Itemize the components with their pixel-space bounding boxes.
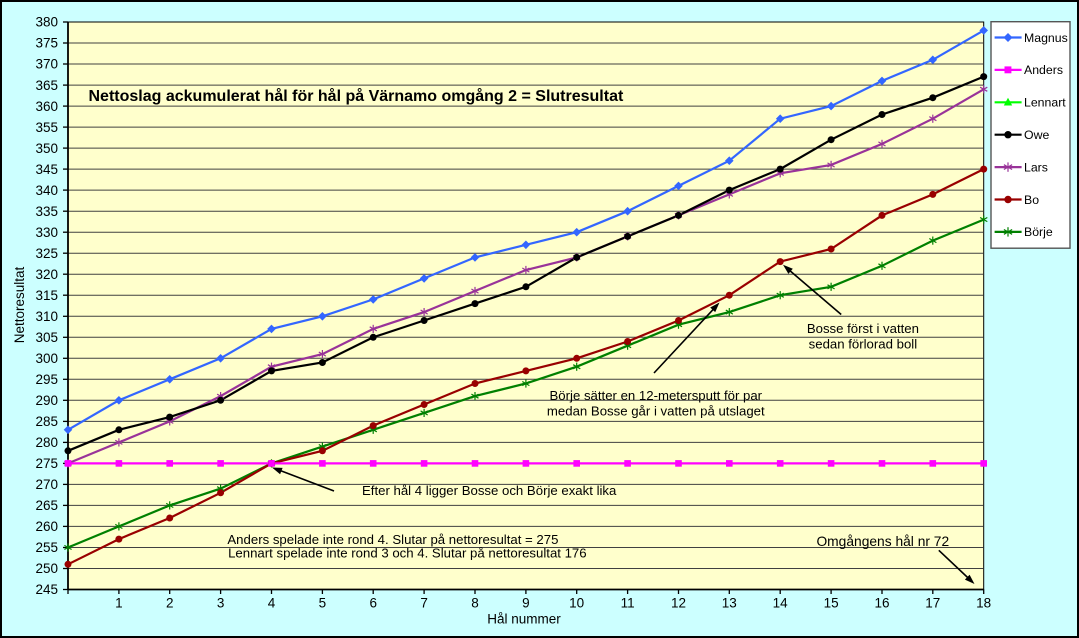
svg-text:7: 7 [420,596,428,611]
svg-text:Nettoslag ackumulerat hål för: Nettoslag ackumulerat hål för hål på Vär… [89,87,624,105]
svg-text:10: 10 [569,596,584,611]
svg-text:1: 1 [115,596,123,611]
svg-text:280: 280 [35,435,58,450]
svg-text:275: 275 [35,456,58,471]
svg-text:260: 260 [35,519,58,534]
svg-text:355: 355 [35,120,58,135]
svg-text:Börje sätter en 12-metersputt: Börje sätter en 12-metersputt för par [550,388,763,403]
svg-text:2: 2 [166,596,174,611]
svg-text:310: 310 [35,309,58,324]
svg-text:18: 18 [976,596,991,611]
svg-text:Efter hål 4 ligger Bosse och B: Efter hål 4 ligger Bosse och Börje exakt… [362,483,617,498]
svg-text:Magnus: Magnus [1024,31,1068,45]
svg-text:17: 17 [925,596,940,611]
svg-text:12: 12 [671,596,686,611]
svg-text:285: 285 [35,414,58,429]
svg-text:9: 9 [522,596,530,611]
svg-text:Börje: Börje [1024,225,1053,239]
svg-text:370: 370 [35,57,58,72]
svg-text:325: 325 [35,246,58,261]
svg-text:Bo: Bo [1024,193,1039,207]
svg-text:5: 5 [319,596,327,611]
svg-text:Nettoresultat: Nettoresultat [12,266,27,343]
svg-text:300: 300 [35,351,58,366]
svg-text:sedan förlorad boll: sedan förlorad boll [809,337,918,352]
svg-text:320: 320 [35,267,58,282]
svg-text:305: 305 [35,330,58,345]
svg-text:315: 315 [35,288,58,303]
svg-text:365: 365 [35,78,58,93]
svg-text:340: 340 [35,183,58,198]
svg-text:Lennart spelade inte rond 3 oc: Lennart spelade inte rond 3 och 4. Sluta… [228,546,587,561]
svg-text:Lennart: Lennart [1024,96,1066,110]
svg-text:3: 3 [217,596,225,611]
svg-text:295: 295 [35,372,58,387]
svg-text:Bosse först i vatten: Bosse först i vatten [807,321,919,336]
svg-text:Omgångens hål nr 72: Omgångens hål nr 72 [816,534,949,549]
svg-text:255: 255 [35,540,58,555]
svg-text:360: 360 [35,99,58,114]
svg-text:245: 245 [35,582,58,597]
svg-text:375: 375 [35,36,58,51]
svg-text:265: 265 [35,498,58,513]
svg-text:13: 13 [722,596,737,611]
svg-text:270: 270 [35,477,58,492]
svg-text:16: 16 [874,596,889,611]
svg-text:Hål nummer: Hål nummer [487,612,561,627]
svg-text:Anders: Anders [1024,63,1063,77]
svg-text:medan Bosse går i vatten på ut: medan Bosse går i vatten på utslaget [547,404,765,419]
svg-text:250: 250 [35,561,58,576]
svg-text:380: 380 [35,15,58,30]
svg-text:15: 15 [824,596,839,611]
svg-text:330: 330 [35,225,58,240]
svg-text:350: 350 [35,141,58,156]
svg-text:6: 6 [369,596,377,611]
svg-text:290: 290 [35,393,58,408]
svg-text:Owe: Owe [1024,128,1049,142]
svg-text:Anders spelade inte rond 4. Sl: Anders spelade inte rond 4. Slutar på ne… [227,532,558,547]
svg-text:8: 8 [471,596,479,611]
svg-text:Lars: Lars [1024,160,1048,174]
svg-text:11: 11 [621,596,635,611]
svg-text:335: 335 [35,204,58,219]
svg-text:345: 345 [35,162,58,177]
svg-text:4: 4 [268,596,276,611]
svg-text:14: 14 [773,596,789,611]
